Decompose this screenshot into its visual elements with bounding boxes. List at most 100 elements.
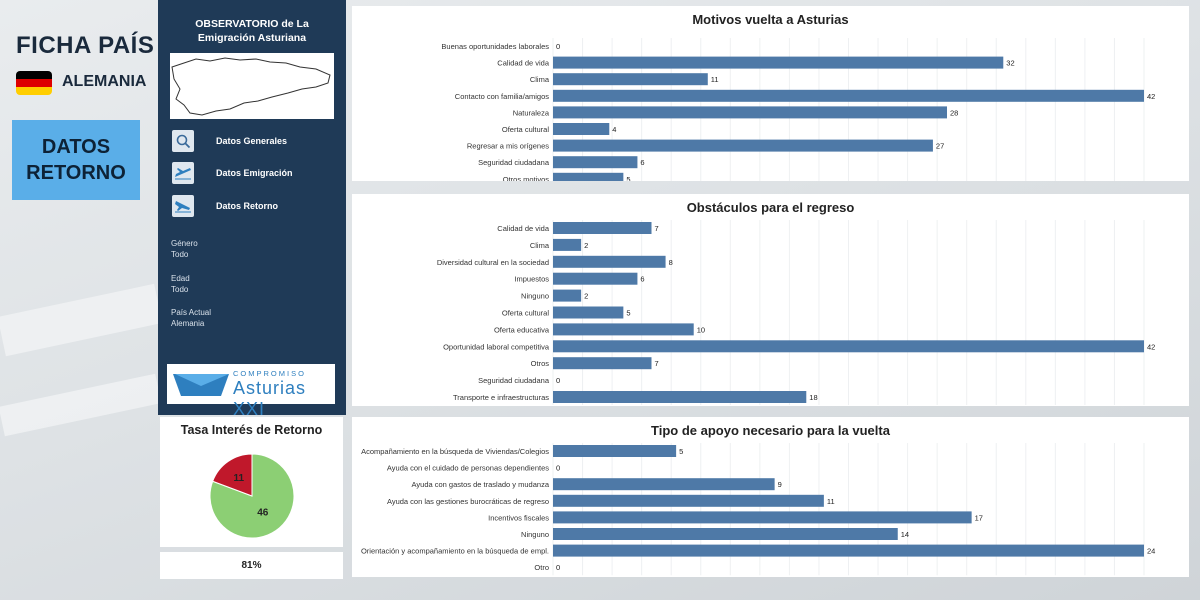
bar[interactable] <box>553 56 1004 69</box>
plane-landing-icon <box>172 195 194 217</box>
category-label: Oferta educativa <box>494 325 550 334</box>
category-label: Ayuda con gastos de traslado y mudanza <box>412 480 550 489</box>
bar[interactable] <box>553 172 624 181</box>
magnifier-chart-icon <box>172 130 194 152</box>
category-label: Regresar a mis orígenes <box>467 142 549 151</box>
chart-apoyo-title: Tipo de apoyo necesario para la vuelta <box>651 423 890 438</box>
category-label: Clima <box>530 75 550 84</box>
chart-obstaculos: Calidad de vida 7 Clima 2 Diversidad cultura… <box>437 220 1155 405</box>
pie-value-label: 11 <box>234 473 245 484</box>
bar[interactable] <box>553 106 947 119</box>
nav-datos-generales-label: Datos Generales <box>216 136 288 146</box>
category-label: Orientación y acompañamiento en la búsqu… <box>361 547 549 556</box>
category-label: Otro <box>534 563 549 572</box>
bar[interactable] <box>553 340 1144 353</box>
chart-motivos-title: Motivos vuelta a Asturias <box>692 12 849 27</box>
value-label: 0 <box>556 464 560 473</box>
nav-datos-generales[interactable]: Datos Generales <box>172 130 342 152</box>
bar[interactable] <box>553 511 972 524</box>
value-label: 0 <box>556 563 560 572</box>
datos-retorno-button[interactable]: DATOS RETORNO <box>12 120 140 200</box>
brand-column: FICHA PAÍS ALEMANIA DATOS RETORNO <box>0 0 158 600</box>
nav-datos-emigracion[interactable]: Datos Emigración <box>172 162 342 184</box>
bar[interactable] <box>553 123 610 135</box>
filter-edad-value: Todo <box>171 285 189 294</box>
category-label: Incentivos fiscales <box>488 513 549 522</box>
datos-retorno-line1: DATOS <box>41 136 111 158</box>
bar[interactable] <box>553 323 694 336</box>
bar[interactable] <box>553 445 677 457</box>
bar[interactable] <box>553 494 824 507</box>
page-title: FICHA PAÍS <box>16 32 155 59</box>
bar[interactable] <box>553 73 708 86</box>
sidebar: OBSERVATORIO de La Emigración Asturiana … <box>158 0 346 419</box>
value-label: 2 <box>584 241 588 250</box>
bar[interactable] <box>553 238 582 251</box>
category-label: Ninguno <box>521 292 549 301</box>
observatorio-title-line2: Emigración Asturiana <box>197 32 307 44</box>
bar[interactable] <box>553 544 1144 557</box>
filter-genero[interactable]: Género Todo <box>171 238 198 260</box>
bar[interactable] <box>553 289 582 302</box>
bar[interactable] <box>553 255 666 268</box>
chart-obstaculos-panel: Obstáculos para el regreso Calidad de vi… <box>352 194 1189 406</box>
filter-pais-actual[interactable]: País Actual Alemania <box>171 307 211 329</box>
bar[interactable] <box>553 139 933 152</box>
bar[interactable] <box>553 272 638 285</box>
category-label: Impuestos <box>514 275 549 284</box>
observatorio-title-line1: OBSERVATORIO de La <box>195 18 309 30</box>
country-label: ALEMANIA <box>62 73 147 90</box>
germany-flag-icon <box>16 71 52 95</box>
category-label: Oferta cultural <box>502 309 549 318</box>
value-label: 42 <box>1147 92 1155 101</box>
tasa-percent-value: 81% <box>241 560 262 571</box>
chart-apoyo: Acompañamiento en la búsqueda de Viviend… <box>361 443 1155 576</box>
asturias-map <box>170 53 334 119</box>
tasa-title: Tasa Interés de Retorno <box>180 423 323 437</box>
pie-slice[interactable] <box>209 453 295 539</box>
chart-motivos: Buenas oportunidades laborales 0 Calidad d… <box>441 38 1155 181</box>
bar[interactable] <box>553 478 775 491</box>
filter-genero-label: Género <box>171 239 198 248</box>
value-label: 5 <box>626 309 630 318</box>
filter-edad[interactable]: Edad Todo <box>171 273 190 295</box>
bar[interactable] <box>553 391 807 403</box>
pie-slice[interactable] <box>212 453 253 497</box>
bar[interactable] <box>553 222 652 234</box>
bar[interactable] <box>553 357 652 370</box>
category-label: Ayuda con el cuidado de personas dependi… <box>387 464 549 473</box>
value-label: 27 <box>936 142 944 151</box>
category-label: Seguridad ciudadana <box>478 158 550 167</box>
value-label: 6 <box>640 275 644 284</box>
value-label: 5 <box>626 175 630 181</box>
tasa-pie-chart: 46 11 <box>209 453 295 539</box>
value-label: 0 <box>556 42 560 51</box>
value-label: 14 <box>901 530 909 539</box>
filter-pais-value: Alemania <box>171 319 205 328</box>
value-label: 7 <box>655 224 659 233</box>
compromiso-asturias-logo: COMPROMISO Asturias XXI <box>167 364 335 419</box>
asturias-map-outline-icon <box>171 57 331 116</box>
category-label: Ninguno <box>521 530 549 539</box>
nav-datos-retorno-label: Datos Retorno <box>216 201 279 211</box>
value-label: 9 <box>778 480 782 489</box>
category-label: Acompañamiento en la búsqueda de Viviend… <box>361 447 549 456</box>
bar[interactable] <box>553 306 624 319</box>
filter-pais-label: País Actual <box>171 308 212 317</box>
value-label: 32 <box>1006 59 1014 68</box>
value-label: 0 <box>556 376 560 385</box>
chart-obstaculos-title: Obstáculos para el regreso <box>686 200 855 215</box>
nav-datos-retorno[interactable]: Datos Retorno <box>172 195 342 217</box>
logo-top-text: COMPROMISO <box>233 369 306 378</box>
value-label: 28 <box>950 108 958 117</box>
filter-genero-value: Todo <box>171 250 189 259</box>
category-label: Otros <box>531 359 550 368</box>
category-label: Oferta cultural <box>502 125 549 134</box>
nav-datos-emigracion-label: Datos Emigración <box>216 168 293 178</box>
bar[interactable] <box>553 528 898 540</box>
category-label: Transporte e infraestructuras <box>453 393 549 402</box>
bar[interactable] <box>553 89 1144 102</box>
value-label: 17 <box>975 513 983 522</box>
tasa-percent-panel: 81% <box>160 552 343 579</box>
bar[interactable] <box>553 156 638 169</box>
